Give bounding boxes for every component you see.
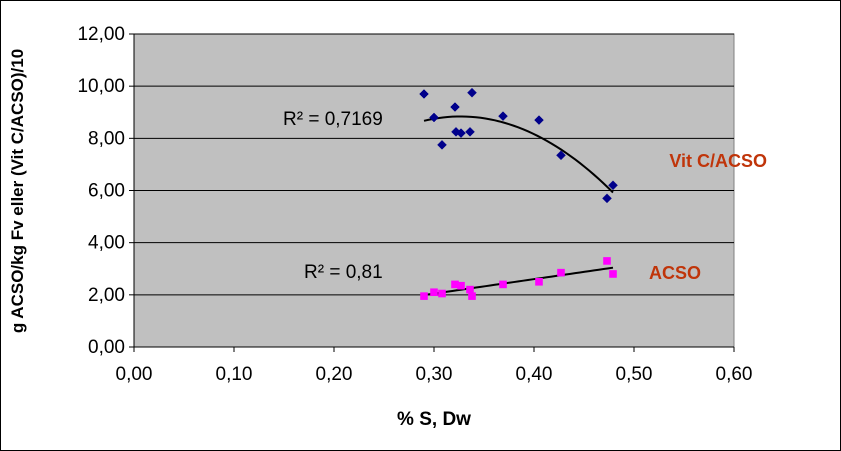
y-tick-label: 6,00 <box>88 181 125 202</box>
x-tick-label: 0,60 <box>716 364 753 385</box>
y-tick-label: 12,00 <box>77 24 125 45</box>
y-tick-label: 0,00 <box>88 337 125 358</box>
trendline-acso <box>423 266 614 297</box>
x-tick-label: 0,10 <box>216 364 253 385</box>
r2-label: R² = 0,81 <box>304 262 383 283</box>
series-label: Vit C/ACSO <box>669 151 767 171</box>
x-tick-label: 0,00 <box>116 364 153 385</box>
data-point-acso <box>535 277 543 286</box>
data-point-acso <box>609 270 617 278</box>
trendline-vitcacso <box>423 115 614 194</box>
y-tick-label: 10,00 <box>77 76 125 97</box>
y-tick-label: 2,00 <box>88 285 125 306</box>
data-point-acso <box>466 285 474 294</box>
data-point-acso <box>430 288 438 297</box>
data-point-acso <box>451 280 459 289</box>
data-point-acso <box>499 280 507 289</box>
data-point-acso <box>438 289 446 298</box>
data-point-vitc-acso <box>534 115 544 125</box>
y-tick-label: 8,00 <box>88 128 125 149</box>
data-point-vitc-acso <box>456 128 466 138</box>
series-label: ACSO <box>649 263 701 283</box>
data-point-vitc-acso <box>429 112 439 123</box>
data-point-vitc-acso <box>602 193 612 204</box>
data-point-acso <box>420 292 428 300</box>
x-tick-label: 0,20 <box>316 364 353 385</box>
data-point-vitc-acso <box>450 102 460 112</box>
y-axis-title: g ACSO/kg Fv eller (Vit C/ACSO)/10 <box>8 49 27 333</box>
data-point-acso <box>603 257 611 265</box>
data-point-vitc-acso <box>498 111 508 122</box>
data-point-acso <box>468 292 476 300</box>
data-point-vitc-acso <box>556 150 566 161</box>
data-point-vitc-acso <box>419 89 429 99</box>
x-tick-label: 0,40 <box>516 364 553 385</box>
x-axis-title: % S, Dw <box>397 409 471 430</box>
data-point-vitc-acso <box>608 180 618 191</box>
data-point-vitc-acso <box>467 87 477 98</box>
x-tick-label: 0,50 <box>616 364 653 385</box>
data-point-vitc-acso <box>437 140 447 150</box>
data-point-acso <box>457 281 465 290</box>
data-point-vitc-acso <box>465 126 475 137</box>
x-tick-label: 0,30 <box>416 364 453 385</box>
r2-label: R² = 0,7169 <box>283 109 383 130</box>
data-point-acso <box>557 268 565 277</box>
y-tick-label: 4,00 <box>88 233 125 254</box>
